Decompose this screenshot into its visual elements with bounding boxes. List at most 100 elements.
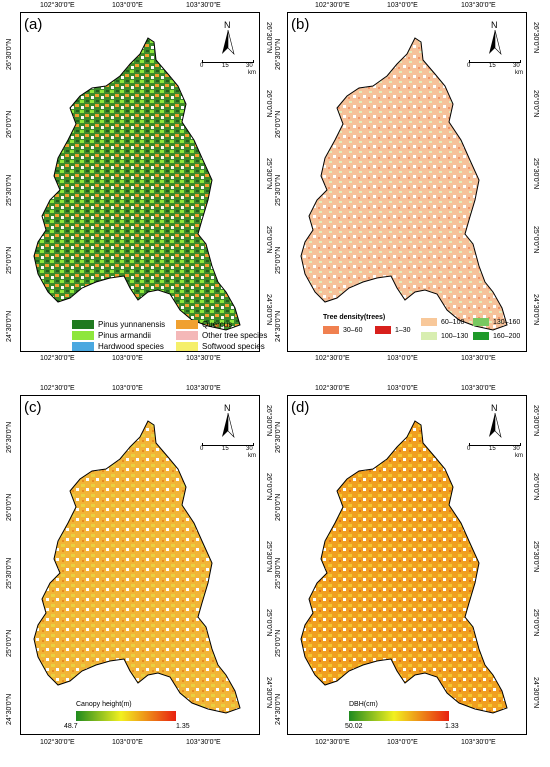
species-map <box>33 37 241 331</box>
scale-tick: 0 <box>467 446 471 452</box>
lat-label: 25°30'0"N <box>532 541 539 573</box>
scale-tick: 30 <box>246 446 253 452</box>
colorbar-min: 1.35 <box>176 723 190 730</box>
lon-label: 102°30'0"E <box>40 385 75 392</box>
lon-label: 103°0'0"E <box>112 385 143 392</box>
lat-label: 26°30'0"N <box>6 38 13 70</box>
scale-tick: 15 <box>222 446 229 452</box>
lat-label: 24°30'0"N <box>265 294 272 326</box>
scale-unit: km <box>515 70 523 76</box>
swatch <box>72 342 94 352</box>
panel-label: (c) <box>24 399 42 416</box>
lat-label: 26°0'0"N <box>265 90 272 118</box>
lon-label: 103°0'0"E <box>387 2 418 9</box>
scale-tick: 0 <box>200 446 204 452</box>
scale-bar: 0 15 30 km <box>467 443 529 459</box>
lon-label: 103°0'0"E <box>387 355 418 362</box>
scale-tick: 30 <box>246 63 253 69</box>
swatch <box>421 332 437 340</box>
lon-label: 103°30'0"E <box>461 2 496 9</box>
north-label: N <box>491 403 498 413</box>
swatch <box>375 326 391 334</box>
lon-label: 103°0'0"E <box>112 2 143 9</box>
lon-label: 103°30'0"E <box>186 385 221 392</box>
north-arrow-icon: N <box>218 403 238 439</box>
legend-item: 30–60 <box>323 326 362 334</box>
lon-label: 103°30'0"E <box>186 739 221 746</box>
legend-item: Quercus <box>176 320 233 330</box>
legend-label: Pinus yunnanensis <box>98 320 166 329</box>
lon-label: 102°30'0"E <box>315 739 350 746</box>
legend-item: 1–30 <box>375 326 411 334</box>
legend-label: 30–60 <box>343 326 363 334</box>
lat-label: 25°30'0"N <box>275 557 282 589</box>
north-label: N <box>224 20 231 30</box>
scale-bar: 0 15 30 km <box>467 60 529 76</box>
scale-tick: 30 <box>513 63 520 69</box>
lat-label: 26°0'0"N <box>6 493 13 521</box>
lon-label: 102°30'0"E <box>40 739 75 746</box>
panel-c: 102°30'0"E 103°0'0"E 103°30'0"E (c) N 0 … <box>0 383 275 767</box>
lon-label: 103°30'0"E <box>186 2 221 9</box>
swatch <box>176 342 198 352</box>
species-legend: Pinus yunnanensis Quercus Pinus armandii… <box>72 320 267 352</box>
legend-item: Pinus yunnanensis <box>72 320 166 330</box>
lon-label: 102°30'0"E <box>40 2 75 9</box>
lon-label: 103°0'0"E <box>112 355 143 362</box>
colorbar-max: 50.02 <box>345 723 363 730</box>
legend-item: 60–100 <box>421 318 464 326</box>
legend-label: Pinus armandii <box>98 331 151 340</box>
lat-label: 26°30'0"N <box>6 421 13 453</box>
swatch <box>323 326 339 334</box>
lon-label: 102°30'0"E <box>315 355 350 362</box>
lat-label: 25°30'0"N <box>532 158 539 190</box>
lat-label: 26°30'0"N <box>275 421 282 453</box>
legend-label: 100–130 <box>441 332 469 340</box>
scale-tick: 0 <box>200 63 204 69</box>
legend-item: Hardwood species <box>72 342 164 352</box>
lat-label: 26°0'0"N <box>275 110 282 138</box>
lon-label: 103°30'0"E <box>461 385 496 392</box>
legend-label: Quercus <box>202 320 233 329</box>
lat-label: 26°0'0"N <box>6 110 13 138</box>
scale-tick: 30 <box>513 446 520 452</box>
panel-label: (a) <box>24 16 43 33</box>
lat-label: 26°30'0"N <box>275 38 282 70</box>
lon-label: 103°0'0"E <box>387 385 418 392</box>
swatch <box>176 320 198 330</box>
swatch <box>473 318 489 326</box>
lon-label: 102°30'0"E <box>315 2 350 9</box>
legend-item: Pinus armandii <box>72 331 151 341</box>
legend-label: Softwood species <box>202 342 265 351</box>
legend-label: 1–30 <box>395 326 411 334</box>
panel-a: 102°30'0"E 103°0'0"E 103°30'0"E (a) N 0 … <box>0 0 275 383</box>
lat-label: 25°0'0"N <box>6 246 13 274</box>
lat-label: 25°0'0"N <box>265 609 272 637</box>
lat-label: 24°30'0"N <box>275 310 282 342</box>
lat-label: 25°30'0"N <box>6 557 13 589</box>
canopy-height-map <box>33 420 241 714</box>
legend-item: Other tree species <box>176 331 267 341</box>
legend-title: Tree density(trees) <box>323 314 386 321</box>
panel-label: (b) <box>291 16 310 33</box>
lat-label: 25°0'0"N <box>532 609 539 637</box>
tree-density-map <box>300 37 508 331</box>
lat-label: 26°30'0"N <box>532 22 539 54</box>
colorbar-min: 1.33 <box>445 723 459 730</box>
legend-item: 100–130 <box>421 332 468 340</box>
scale-tick: 15 <box>222 63 229 69</box>
scale-tick: 0 <box>467 63 471 69</box>
north-label: N <box>224 403 231 413</box>
swatch <box>72 331 94 341</box>
lat-label: 24°30'0"N <box>275 693 282 725</box>
scale-bar: 0 15 30 km <box>200 60 262 76</box>
scale-bar: 0 15 30 km <box>200 443 262 459</box>
swatch <box>473 332 489 340</box>
lat-label: 26°30'0"N <box>532 405 539 437</box>
legend-title: DBH(cm) <box>349 701 378 708</box>
lon-label: 103°30'0"E <box>186 355 221 362</box>
swatch <box>72 320 94 330</box>
swatch <box>421 318 437 326</box>
north-arrow-icon: N <box>218 20 238 56</box>
lon-label: 102°30'0"E <box>40 355 75 362</box>
